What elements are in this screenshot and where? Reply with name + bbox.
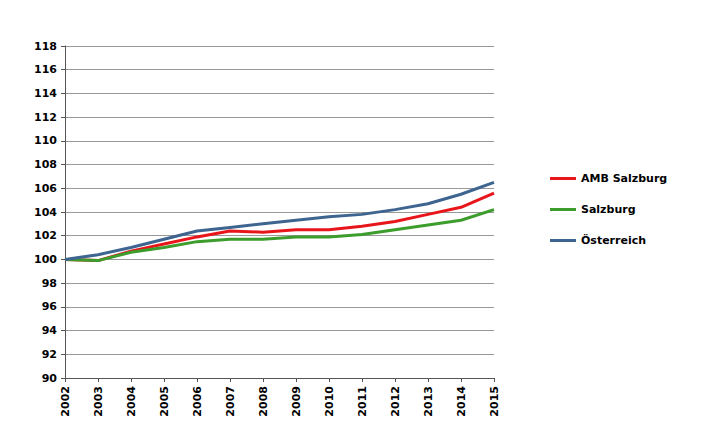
svg-text:96: 96: [42, 300, 58, 313]
svg-text:2011: 2011: [356, 386, 369, 417]
svg-text:110: 110: [34, 134, 57, 147]
svg-text:114: 114: [34, 87, 57, 100]
svg-text:Salzburg: Salzburg: [581, 203, 636, 216]
svg-text:2014: 2014: [455, 386, 468, 417]
svg-text:AMB Salzburg: AMB Salzburg: [581, 172, 667, 185]
svg-text:2002: 2002: [59, 386, 72, 417]
svg-text:90: 90: [42, 372, 58, 385]
svg-text:106: 106: [34, 182, 57, 195]
svg-text:2013: 2013: [422, 386, 435, 417]
svg-text:2004: 2004: [125, 386, 138, 417]
svg-text:2003: 2003: [92, 386, 105, 417]
svg-text:108: 108: [34, 158, 57, 171]
svg-text:118: 118: [34, 40, 57, 53]
svg-text:100: 100: [34, 253, 57, 266]
svg-text:2006: 2006: [191, 386, 204, 417]
svg-text:2008: 2008: [257, 386, 270, 417]
svg-text:2012: 2012: [389, 386, 402, 417]
svg-text:104: 104: [34, 206, 57, 219]
svg-text:Österreich: Österreich: [581, 233, 646, 247]
svg-text:112: 112: [34, 111, 57, 124]
svg-text:92: 92: [42, 348, 57, 361]
svg-text:2007: 2007: [224, 386, 237, 417]
svg-text:94: 94: [42, 324, 58, 337]
svg-text:98: 98: [42, 277, 57, 290]
svg-text:2015: 2015: [488, 386, 501, 417]
svg-text:2010: 2010: [323, 386, 336, 417]
svg-text:2005: 2005: [158, 386, 171, 417]
svg-text:2009: 2009: [290, 386, 303, 417]
svg-text:102: 102: [34, 229, 57, 242]
svg-text:116: 116: [34, 63, 57, 76]
